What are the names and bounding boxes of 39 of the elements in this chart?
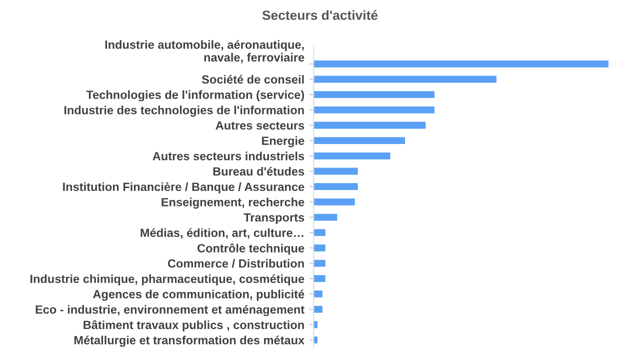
y-tick-label: Autres secteurs industriels xyxy=(152,152,304,160)
bar xyxy=(314,137,406,144)
bar xyxy=(314,76,496,83)
y-tick-label: Autres secteurs xyxy=(216,121,304,130)
bar xyxy=(314,290,322,298)
bar xyxy=(314,60,608,68)
bar xyxy=(314,198,355,206)
y-tick-label: Eco - industrie, environnement et aménagement xyxy=(36,304,304,316)
y-tick-label: Industrie chimique, pharmaceutique, cosmétique xyxy=(30,274,304,286)
bar xyxy=(314,122,426,129)
y-tick-label: Industrie des technologies de l'information xyxy=(64,106,304,117)
bar xyxy=(314,336,318,344)
chart-title: Secteurs d'activité xyxy=(262,10,378,20)
bar xyxy=(314,229,326,236)
bar xyxy=(314,321,318,328)
y-tick-label: Industrie automobile, aéronautique, navale, ferroviaire xyxy=(105,40,304,64)
bar xyxy=(314,260,326,267)
y-tick-label: Société de conseil xyxy=(202,74,304,84)
bar xyxy=(314,106,435,114)
bar xyxy=(314,244,326,252)
y-tick-label: Enseignement, recherche xyxy=(162,198,304,209)
y-tick-label: Agences de communication, publicité xyxy=(93,290,304,301)
y-tick-label: Technologies de l'information (service) xyxy=(86,90,304,102)
y-tick-label: Energie xyxy=(262,136,304,148)
bar xyxy=(314,275,326,282)
y-tick-label: Médias, édition, art, culture… xyxy=(140,228,304,239)
bar xyxy=(314,183,358,190)
bar xyxy=(314,306,322,313)
y-tick-label: Institution Financière / Banque / Assurance xyxy=(63,182,304,194)
y-tick-label: Contrôle technique xyxy=(198,244,304,255)
bar xyxy=(314,168,358,175)
bar xyxy=(314,152,390,160)
bar xyxy=(314,91,435,98)
y-tick-label: Bureau d'études xyxy=(213,166,304,176)
bar xyxy=(314,214,338,221)
y-tick-label: Transports xyxy=(244,213,304,224)
y-tick-label: Commerce / Distribution xyxy=(168,258,304,268)
y-tick-label: Métallurgie et transformation des métaux xyxy=(74,336,304,347)
y-tick-label: Bâtiment travaux publics , construction xyxy=(84,320,304,332)
